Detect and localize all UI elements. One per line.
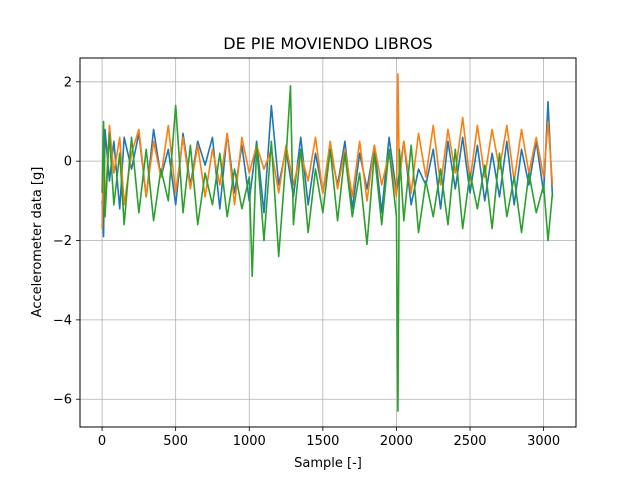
x-tick-label: 1500 [306, 434, 339, 449]
chart-title: DE PIE MOVIENDO LIBROS [223, 34, 432, 53]
y-tick-label: −2 [53, 234, 72, 249]
y-ticks: 2 0 −2 −4 −6 [53, 75, 80, 408]
x-tick-label: 2000 [380, 434, 413, 449]
x-axis-label: Sample [-] [294, 456, 362, 471]
x-ticks: 0 500 1000 1500 2000 2500 3000 [98, 427, 560, 449]
series-line-2 [101, 73, 554, 229]
x-tick-label: 1000 [233, 434, 266, 449]
y-tick-label: 2 [64, 75, 72, 90]
x-tick-label: 0 [98, 434, 106, 449]
x-tick-label: 500 [163, 434, 188, 449]
y-tick-label: −6 [53, 393, 72, 408]
x-tick-label: 2500 [453, 434, 486, 449]
x-tick-label: 3000 [527, 434, 560, 449]
axes-frame [79, 57, 577, 428]
series-line-3 [101, 84, 554, 412]
grid [80, 58, 576, 427]
y-tick-label: −4 [53, 313, 72, 328]
y-axis-label: Accelerometer data [g] [30, 167, 45, 318]
series-group [101, 73, 554, 412]
y-tick-label: 0 [64, 155, 72, 170]
